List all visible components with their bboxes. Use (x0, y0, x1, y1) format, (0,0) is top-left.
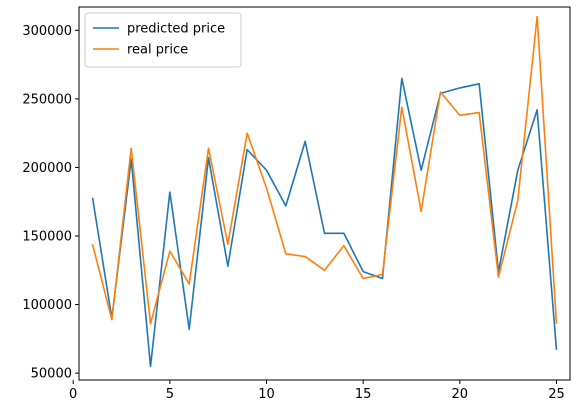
y-tick-label: 300000 (22, 24, 72, 39)
y-tick-label: 100000 (22, 298, 72, 313)
legend-label-1: real price (127, 43, 188, 58)
legend-box (84, 12, 242, 68)
x-tick-label: 5 (166, 387, 174, 402)
x-tick-label: 15 (355, 387, 372, 402)
plot-frame (78, 6, 571, 381)
y-axis: 50000 100000 150000 200000 250000 300000 (22, 24, 79, 382)
y-tick-label: 150000 (22, 230, 72, 245)
legend: predicted price real price (84, 12, 242, 68)
legend-label-0: predicted price (127, 22, 225, 37)
x-tick-label: 0 (69, 387, 77, 402)
x-axis: 0 5 10 15 20 25 (69, 380, 565, 402)
x-tick-label: 10 (258, 387, 275, 402)
x-tick-label: 20 (452, 387, 469, 402)
y-tick-label: 50000 (31, 367, 72, 382)
x-tick-label: 25 (548, 387, 565, 402)
series-line-1 (91, 15, 558, 325)
plot-lines (91, 15, 558, 368)
series-line-0 (91, 77, 558, 368)
y-tick-label: 250000 (22, 92, 72, 107)
y-tick-label: 200000 (22, 161, 72, 176)
